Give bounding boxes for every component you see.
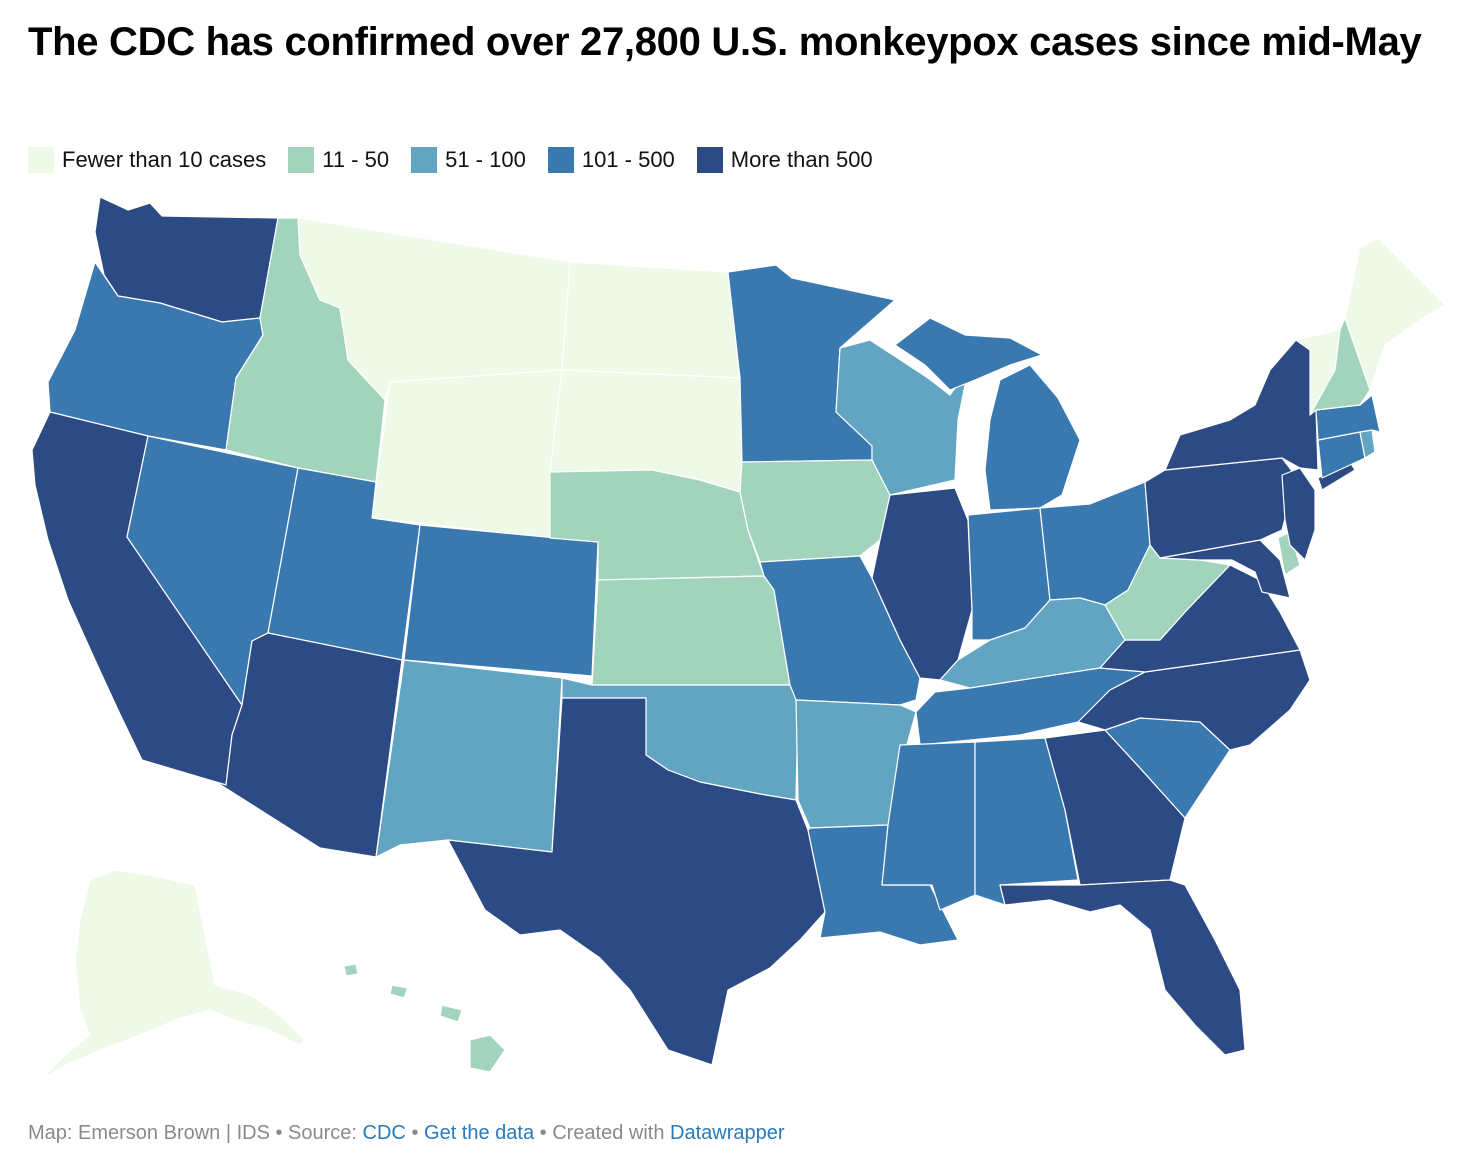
state-nd[interactable] — [561, 261, 741, 379]
state-nm[interactable] — [375, 659, 563, 858]
legend-label-11-50: 11 - 50 — [322, 147, 390, 172]
legend: Fewer than 10 cases 11 - 50 51 - 100 101… — [28, 144, 873, 176]
legend-swatch-101-500 — [547, 147, 574, 173]
legend-swatch-lt10 — [28, 147, 54, 173]
state-me[interactable] — [1344, 237, 1446, 391]
legend-swatch-11-50 — [288, 147, 315, 173]
state-fl[interactable] — [999, 879, 1246, 1056]
state-mo[interactable] — [759, 555, 921, 706]
state-wi[interactable] — [835, 339, 969, 496]
state-nc[interactable] — [1077, 649, 1311, 751]
state-hi-big-island[interactable] — [469, 1034, 506, 1073]
state-wy[interactable] — [371, 369, 563, 539]
state-wv[interactable] — [1104, 544, 1231, 641]
state-nj[interactable] — [1281, 467, 1316, 561]
footer-prefix: Map: Emerson Brown | IDS • Source: — [28, 1122, 363, 1144]
state-az[interactable] — [215, 632, 403, 858]
map-svg — [31, 196, 1446, 1081]
state-pa[interactable] — [1144, 457, 1296, 559]
legend-label-51-100: 51 - 100 — [445, 147, 526, 172]
state-mi[interactable] — [984, 364, 1081, 511]
state-mi-upper[interactable] — [894, 317, 1043, 391]
state-hi-kauai[interactable] — [343, 963, 359, 977]
footer-credits: Map: Emerson Brown | IDS • Source: CDC •… — [28, 1122, 785, 1145]
state-de[interactable] — [1277, 531, 1301, 576]
legend-item-11-50: 11 - 50 — [288, 147, 389, 173]
legend-item-lt10: Fewer than 10 cases — [28, 147, 266, 173]
state-tx[interactable] — [447, 697, 826, 1066]
legend-item-gt500: More than 500 — [696, 147, 873, 173]
legend-item-51-100: 51 - 100 — [411, 147, 526, 173]
footer-sep-1: • — [405, 1122, 425, 1144]
datawrapper-link[interactable]: Datawrapper — [670, 1122, 785, 1144]
get-the-data-link[interactable]: Get the data — [424, 1122, 535, 1144]
state-ak[interactable] — [39, 869, 306, 1081]
us-choropleth-map — [0, 185, 1473, 1095]
state-co[interactable] — [403, 524, 599, 677]
legend-swatch-gt500 — [696, 147, 723, 173]
state-ia[interactable] — [739, 459, 891, 563]
state-hi-oahu[interactable] — [389, 984, 409, 999]
legend-item-101-500: 101 - 500 — [547, 147, 675, 173]
footer-sep-2: • Created with — [534, 1122, 671, 1144]
state-ma[interactable] — [1315, 394, 1381, 441]
legend-swatch-51-100 — [411, 147, 438, 173]
legend-label-gt500: More than 500 — [730, 147, 873, 172]
state-md[interactable] — [1159, 539, 1291, 599]
source-link-cdc[interactable]: CDC — [362, 1122, 406, 1144]
state-ny[interactable] — [1164, 339, 1319, 471]
legend-label-101-500: 101 - 500 — [581, 147, 675, 172]
legend-label-lt10: Fewer than 10 cases — [62, 147, 267, 172]
chart-title: The CDC has confirmed over 27,800 U.S. m… — [28, 20, 1422, 64]
state-hi-maui[interactable] — [439, 1004, 463, 1023]
state-ks[interactable] — [591, 575, 791, 686]
